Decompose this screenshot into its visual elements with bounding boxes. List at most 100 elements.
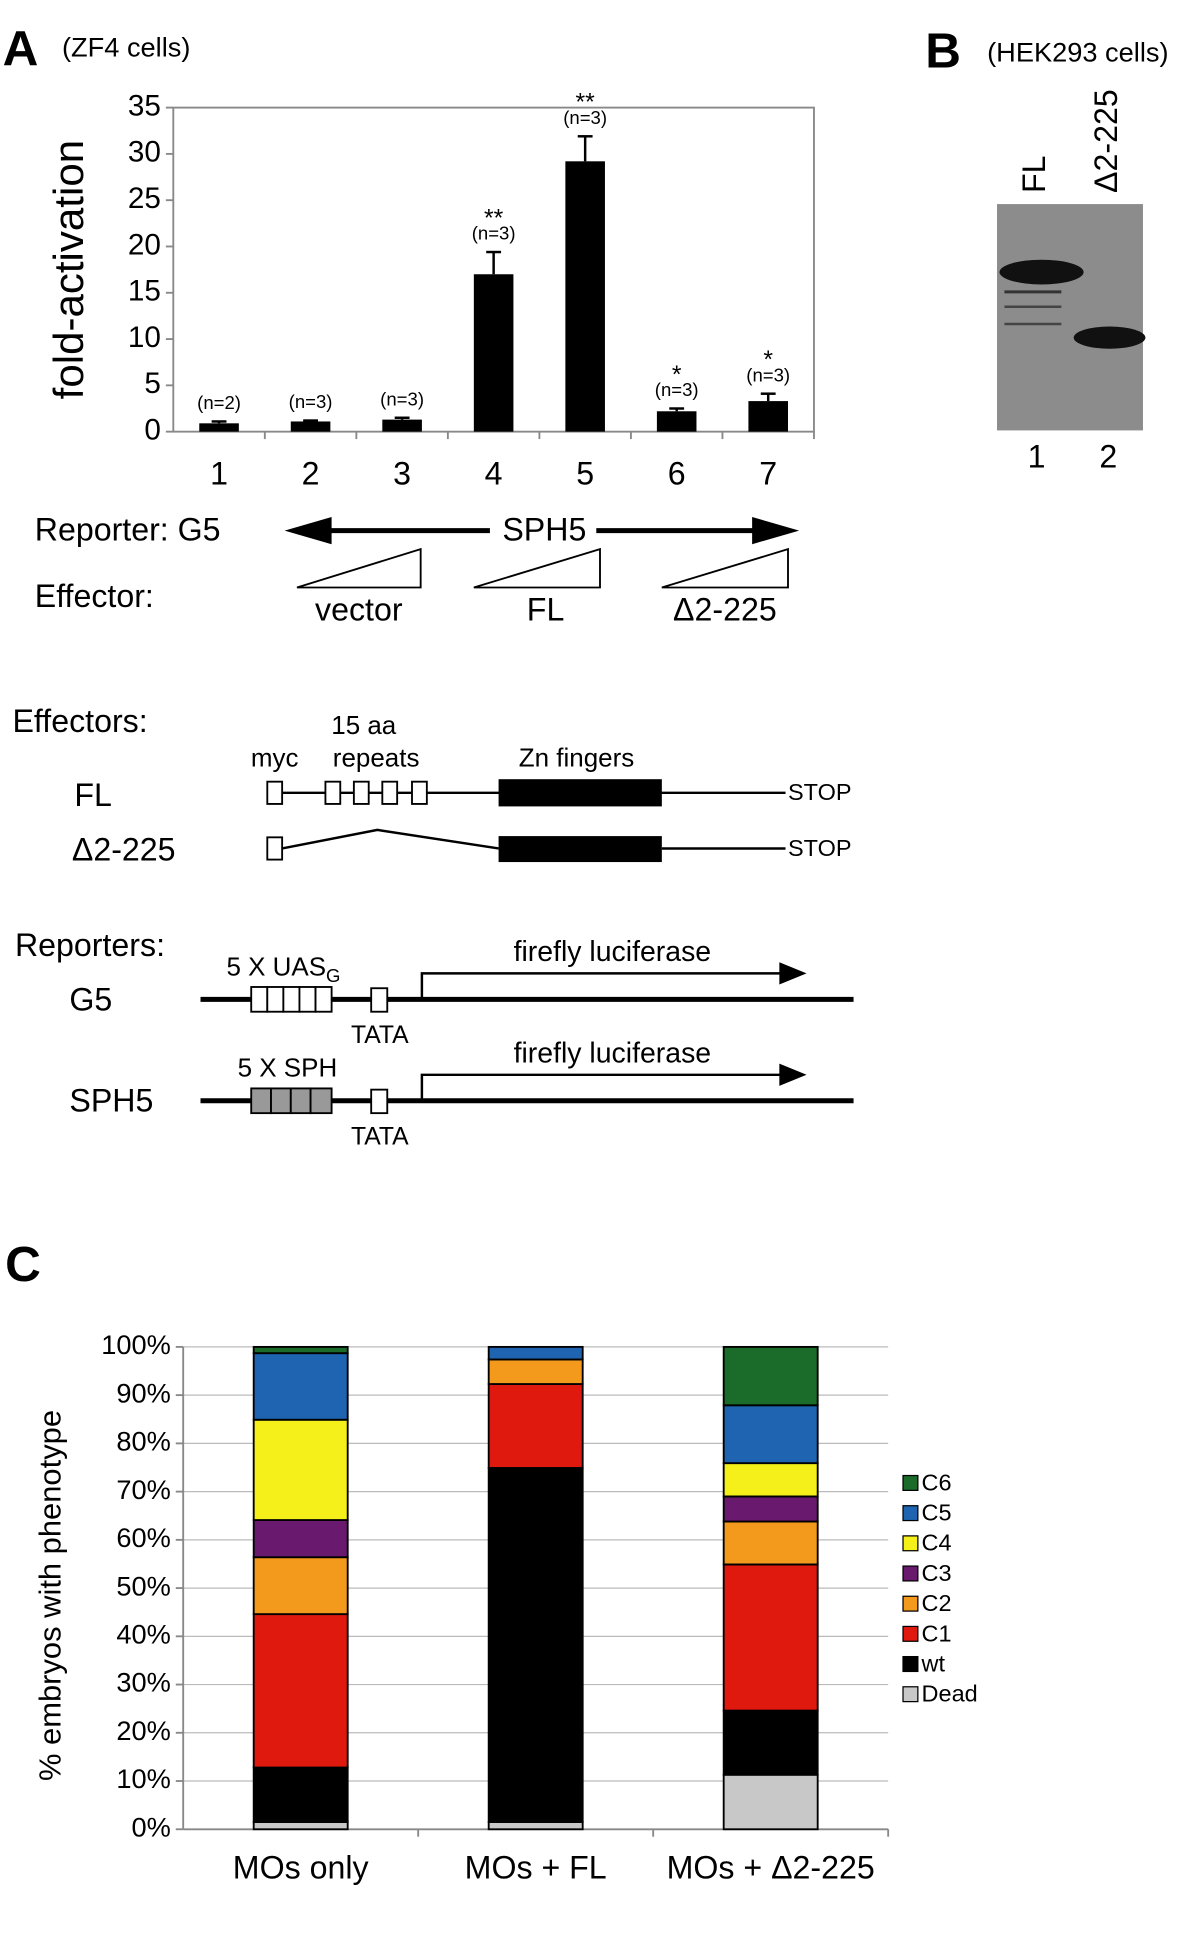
panel-subtitle: (ZF4 cells) [62,32,190,63]
x-tick-label: MOs only [233,1850,369,1886]
wedge [661,547,789,589]
domain-label: repeats [333,742,420,772]
panel-label: A [3,21,39,76]
segment [252,1613,349,1769]
x-tick-label: 4 [485,456,503,492]
tata-box [370,987,389,1013]
sph-boxes [250,1087,333,1115]
y-tick-label: 30 [128,136,161,169]
bar [290,421,331,432]
promoter-arrow [420,972,782,1000]
reporter-sph: SPH5 [502,511,586,547]
segment [252,1418,349,1521]
x-tick-label: 6 [668,456,686,492]
panel-label: C [5,1237,41,1292]
stop-label: STOP [788,779,852,805]
y-tick-label: 100% [101,1329,171,1360]
section-title: Reporters: [15,927,165,963]
legend-label: C3 [922,1560,952,1586]
n-label: (n=3) [472,223,516,244]
y-tick-label: 70% [116,1474,170,1505]
legend-label: C5 [922,1500,952,1526]
y-tick-label: 40% [116,1619,170,1650]
myc-box [266,836,284,861]
legend-swatch [902,1595,919,1612]
x-tick-label: 2 [302,456,320,492]
segment [722,1773,819,1831]
zn-box [498,779,662,807]
band [999,259,1084,285]
legend-label: C2 [922,1590,952,1616]
y-tick-label: 25 [128,182,161,215]
y-tick-label: 10 [128,321,161,354]
blot [997,204,1143,431]
n-label: (n=3) [655,379,699,400]
gene-label: firefly luciferase [514,1038,712,1070]
y-tick-label: 15 [128,275,161,308]
y-tick-label: 20 [128,228,161,261]
legend-label: C4 [922,1530,952,1556]
myc-box [266,780,284,805]
section-title: Effectors: [13,703,148,739]
arrowhead [284,516,332,545]
bar [656,411,697,432]
panel-subtitle: (HEK293 cells) [987,37,1168,68]
row-label: SPH5 [69,1083,153,1119]
y-tick-label: 0 [144,413,161,446]
effector-label: Effector: [35,578,154,614]
band [1073,326,1146,349]
arrowhead [752,516,800,545]
y-tick-label: 60% [116,1522,170,1553]
lane-label: Δ2-225 [1088,89,1124,193]
y-tick-label: 30% [116,1667,170,1698]
lane-label: FL [1016,155,1052,193]
bar [748,401,788,432]
legend-label: C6 [922,1469,952,1495]
n-label: (n=3) [746,364,790,385]
segment [722,1495,819,1523]
group-label: vector [315,592,403,628]
legend-swatch [902,1535,919,1552]
bar [199,423,239,432]
deletion-line [281,828,499,850]
n-label: (n=2) [197,392,241,413]
element-label: 5 X SPH [238,1053,338,1083]
legend-label: wt [921,1650,946,1676]
wedge [296,547,422,589]
tata-box [370,1088,389,1115]
segment [722,1520,819,1566]
repeat-box [324,780,342,805]
segment [722,1404,819,1465]
wedge [473,547,601,589]
stop-label: STOP [788,835,852,861]
segment [252,1766,349,1823]
x-tick-label: 3 [393,456,411,492]
element-label: 5 X UASG [226,951,340,986]
segment [252,1352,349,1421]
segment [252,1519,349,1559]
domain-label: 15 aa [331,710,397,740]
lane-number: 1 [1028,438,1046,474]
significance: ** [576,90,596,117]
n-label: (n=3) [380,388,424,409]
segment [487,1467,584,1823]
y-axis-label: fold-activation [45,140,92,399]
segment [487,1345,584,1361]
x-tick-label: 7 [759,456,777,492]
domain-label: myc [251,742,299,772]
repeat-box [352,780,370,805]
repeat-box [381,780,399,805]
group-label: Δ2-225 [673,592,777,628]
row-label: FL [74,777,112,813]
panel-label: B [925,23,961,78]
y-tick-label: 90% [116,1377,170,1408]
gene-label: firefly luciferase [514,936,712,968]
legend-label: C1 [922,1620,952,1646]
segment [722,1563,819,1712]
legend-swatch [902,1655,919,1673]
segment [722,1345,819,1407]
y-tick-label: 0% [131,1811,170,1842]
segment [252,1821,349,1831]
n-label: (n=3) [289,391,333,412]
x-tick-label: MOs + Δ2-225 [667,1850,875,1886]
